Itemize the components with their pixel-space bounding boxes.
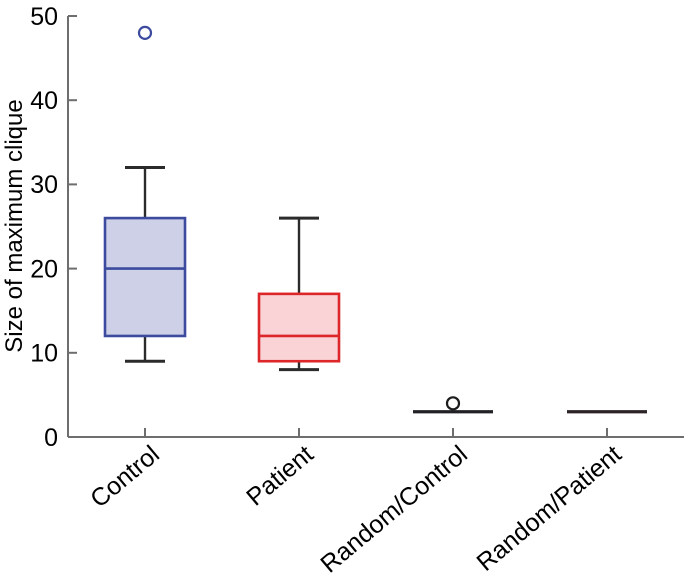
box-patient — [257, 292, 341, 363]
box-control — [103, 216, 187, 338]
y-axis-title: Size of maximum clique — [1, 99, 28, 352]
x-tick-label-patient: Patient — [241, 440, 319, 512]
y-tick-label-50: 50 — [30, 3, 58, 31]
y-tick-label-40: 40 — [30, 87, 58, 115]
outlier-point-control — [137, 25, 153, 40]
y-tick-label-20: 20 — [30, 255, 58, 283]
y-tick-label-10: 10 — [30, 340, 58, 368]
y-tick-label-0: 0 — [44, 424, 58, 452]
x-tick-label-random-patient: Random/Patient — [472, 440, 627, 575]
x-tick-label-control: Control — [85, 440, 165, 513]
outlier-point-random-control — [445, 396, 461, 411]
y-tick-label-30: 30 — [30, 171, 58, 199]
x-tick-label-random-control: Random/Control — [315, 440, 472, 575]
